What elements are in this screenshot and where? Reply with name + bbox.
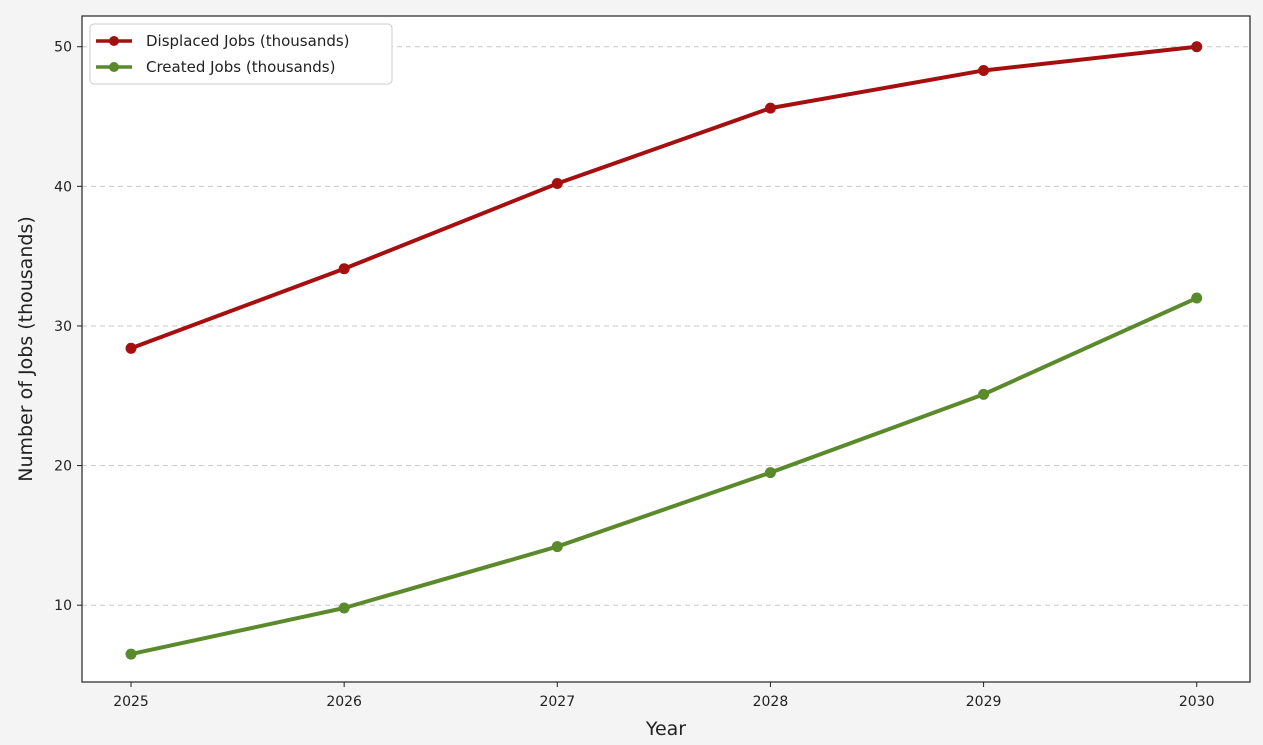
x-tick-label-2026: 2026 <box>326 694 362 710</box>
x-axis-label: Year <box>645 718 686 740</box>
legend-label-created: Created Jobs (thousands) <box>146 58 335 76</box>
x-tick-label-2025: 2025 <box>113 694 149 710</box>
series-layer <box>125 41 1203 660</box>
y-tick-label-20: 20 <box>54 459 72 475</box>
x-tick-label-2030: 2030 <box>1179 694 1215 710</box>
series-1-point-2026 <box>338 602 350 614</box>
series-line-1 <box>129 296 1199 657</box>
series-1-point-2028 <box>764 467 776 479</box>
legend-box <box>89 23 393 85</box>
series-0-point-2026 <box>338 263 350 275</box>
series-1-point-2030 <box>1191 292 1203 304</box>
plot-frame <box>81 15 1251 683</box>
x-axis-ticks: 2025 2026 2027 2028 2029 2030 <box>113 682 1215 710</box>
series-1-point-2025 <box>125 648 137 660</box>
plot-background <box>82 16 1250 682</box>
x-tick-label-2028: 2028 <box>753 694 789 710</box>
series-line-0 <box>129 44 1199 351</box>
x-tick-label-2027: 2027 <box>539 694 575 710</box>
legend-label-displaced: Displaced Jobs (thousands) <box>146 32 350 50</box>
series-1-point-2027 <box>551 541 563 553</box>
series-0-point-2030 <box>1191 41 1203 53</box>
legend-marker-displaced <box>109 36 119 46</box>
grid-lines <box>82 46 1250 606</box>
y-tick-label-30: 30 <box>54 319 72 335</box>
x-tick-label-2029: 2029 <box>966 694 1002 710</box>
y-tick-label-10: 10 <box>54 598 72 614</box>
y-tick-label-40: 40 <box>54 179 72 195</box>
y-axis-label: Number of Jobs (thousands) <box>15 216 37 481</box>
series-0-point-2027 <box>551 178 563 190</box>
series-1-point-2029 <box>978 388 990 400</box>
series-0-point-2028 <box>764 102 776 114</box>
series-0-point-2025 <box>125 342 137 354</box>
legend-marker-created <box>109 62 119 72</box>
series-0-point-2029 <box>978 64 990 76</box>
y-axis-ticks: 10 20 30 40 50 <box>54 40 82 614</box>
y-tick-label-50: 50 <box>54 40 72 56</box>
legend: Displaced Jobs (thousands) Created Jobs … <box>89 23 393 85</box>
